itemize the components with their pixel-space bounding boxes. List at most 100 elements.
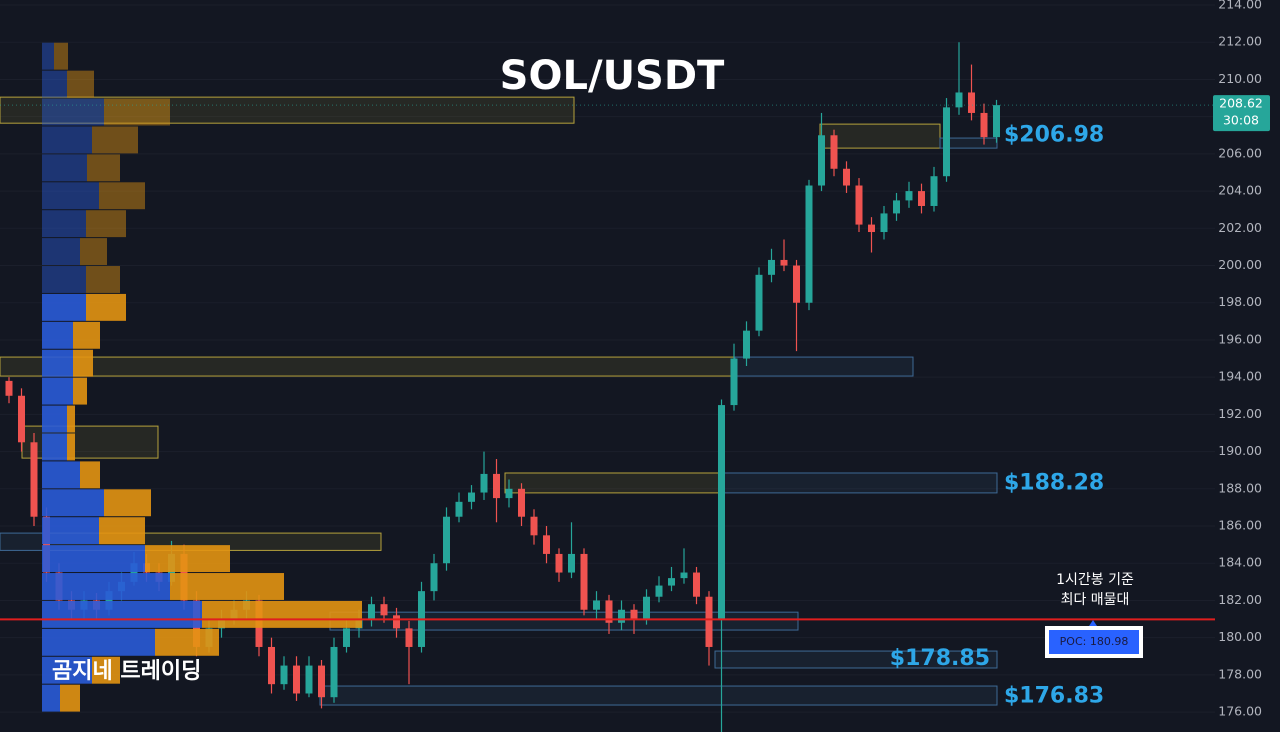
profile-buy-bar (42, 461, 80, 489)
profile-sell-bar (67, 405, 75, 433)
last-price-badge (1213, 95, 1270, 132)
y-tick-label: 212.00 (1218, 34, 1262, 49)
level-label: $176.83 (1004, 684, 1104, 709)
profile-sell-bar (99, 517, 145, 545)
zone (0, 356, 736, 377)
profile-sell-bar (60, 684, 80, 712)
countdown-label: 30:08 (1223, 113, 1259, 128)
zone (329, 611, 799, 631)
y-tick-label: 186.00 (1218, 518, 1262, 533)
y-tick-label: 176.00 (1218, 704, 1262, 719)
profile-sell-bar (202, 600, 362, 628)
profile-buy-bar (42, 70, 67, 98)
candle-body (43, 516, 50, 573)
y-tick-label: 200.00 (1218, 257, 1262, 272)
profile-sell-bar (92, 656, 120, 684)
candle-body (130, 563, 138, 582)
candle-body (368, 604, 375, 620)
profile-buy-bar (42, 238, 80, 266)
y-tick-label: 196.00 (1218, 331, 1262, 346)
zone (819, 123, 941, 149)
poc-label: POC: 180.98 (1060, 635, 1129, 648)
candle-body (593, 600, 600, 610)
annotation-line: 최다 매물대 (1061, 592, 1130, 608)
candle-body (480, 473, 488, 493)
candle-body (918, 191, 925, 206)
profile-sell-bar (86, 266, 120, 293)
candle-body (555, 553, 563, 573)
candle-body (405, 628, 413, 647)
candle-body (505, 488, 513, 499)
profile-buy-bar (42, 545, 145, 573)
zone (734, 356, 914, 377)
candle-body (855, 185, 863, 225)
candle-body (793, 265, 800, 303)
candle-body (730, 358, 738, 406)
profile-sell-bar (104, 98, 170, 126)
candle-body (580, 553, 588, 610)
poc-box (1045, 626, 1143, 658)
profile-sell-bar (67, 70, 94, 98)
candle-body (943, 107, 950, 177)
candle-body (455, 501, 463, 517)
candle-body (518, 488, 525, 517)
y-tick-label: 214.00 (1218, 0, 1262, 12)
candle-body (905, 191, 913, 201)
profile-sell-bar (73, 349, 93, 377)
y-tick-label: 206.00 (1218, 145, 1262, 160)
candle-body (843, 168, 850, 186)
profile-buy-bar (42, 182, 99, 210)
candle-body (993, 105, 1000, 138)
candle-body (18, 395, 25, 443)
profile-buy-bar (42, 98, 104, 126)
zone (0, 96, 575, 124)
y-tick-label: 184.00 (1218, 555, 1262, 570)
zone (719, 472, 998, 494)
profile-sell-bar (73, 377, 87, 405)
profile-sell-bar (92, 126, 138, 154)
candle-body (743, 330, 750, 359)
profile-buy-bar (42, 489, 104, 517)
zone (504, 472, 721, 494)
candle-body (830, 135, 838, 169)
profile-buy-bar (42, 377, 73, 405)
y-tick-label: 182.00 (1218, 592, 1262, 607)
profile-sell-bar (155, 628, 219, 656)
chart-title: SOL/USDT (500, 53, 725, 99)
candle-body (780, 259, 788, 266)
candle-body (655, 585, 663, 597)
candle-body (955, 92, 963, 108)
candle-body (380, 604, 388, 616)
candle-body (718, 405, 725, 620)
profile-buy-bar (42, 42, 54, 70)
candle-body (768, 259, 775, 275)
profile-buy-bar (42, 600, 202, 628)
profile-sell-bar (67, 433, 75, 461)
candle-body (430, 563, 438, 592)
candle-body (618, 609, 625, 623)
candle-body (543, 535, 550, 554)
candle-body (568, 553, 575, 573)
y-tick-label: 190.00 (1218, 443, 1262, 458)
candle-body (605, 600, 613, 623)
profile-buy-bar (42, 433, 67, 461)
profile-sell-bar (54, 42, 68, 70)
candle-body (305, 665, 313, 694)
y-tick-label: 210.00 (1218, 71, 1262, 86)
profile-buy-bar (42, 517, 99, 545)
annotation-pointer (1089, 620, 1097, 626)
candle-body (318, 665, 325, 698)
level-label: $178.85 (890, 646, 990, 671)
zone (319, 685, 998, 706)
y-tick-label: 192.00 (1218, 406, 1262, 421)
profile-sell-bar (99, 182, 145, 210)
profile-buy-bar (42, 210, 86, 238)
profile-sell-bar (86, 293, 126, 321)
profile-sell-bar (73, 321, 100, 349)
profile-buy-bar (42, 656, 92, 684)
candle-body (293, 665, 300, 694)
candle-body (493, 473, 500, 499)
profile-buy-bar (42, 573, 170, 600)
profile-sell-bar (104, 489, 151, 517)
